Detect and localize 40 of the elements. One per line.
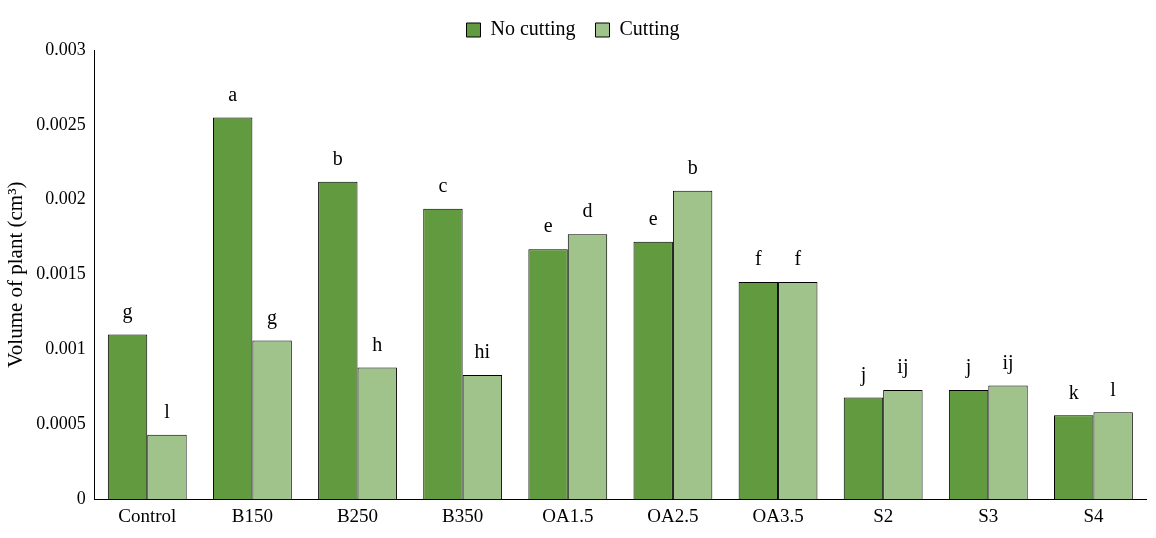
data-label: e (648, 206, 658, 229)
x-tick-label: OA1.5 (542, 504, 594, 526)
data-label: c (438, 173, 448, 196)
data-label: ij (897, 355, 909, 379)
y-tick-label: 0.0025 (36, 113, 86, 134)
data-label: b (332, 147, 343, 170)
y-tick-label: 0.0015 (36, 263, 86, 284)
data-label: e (543, 214, 553, 237)
x-tick-label: S4 (1083, 504, 1104, 526)
data-label: g (122, 299, 133, 323)
data-label: f (755, 247, 762, 270)
legend-label: No cutting (490, 17, 576, 41)
x-tick-label: OA3.5 (752, 504, 804, 526)
data-label: d (582, 199, 593, 222)
data-label: hi (474, 340, 491, 363)
x-tick-label: S3 (978, 504, 999, 526)
x-tick-label: OA2.5 (647, 504, 699, 526)
y-axis-title: Volume of plant (cm³) (3, 181, 28, 368)
data-label: b (687, 156, 698, 178)
x-tick-label: B150 (231, 504, 273, 526)
data-label: f (794, 247, 802, 270)
data-label: h (372, 332, 383, 355)
y-tick-label: 0.002 (45, 188, 86, 209)
legend-label: Cutting (619, 17, 680, 41)
x-tick-label: B250 (336, 504, 379, 526)
data-label: j (964, 355, 972, 379)
x-tick-label: S2 (873, 504, 894, 526)
y-tick-label: 0.003 (45, 38, 86, 59)
x-tick-label: Control (118, 504, 177, 526)
data-label: l (164, 400, 171, 423)
data-label: j (859, 362, 867, 386)
data-label: k (1068, 380, 1079, 403)
x-tick-label: B350 (442, 504, 484, 526)
y-tick-label: 0 (76, 487, 86, 508)
y-tick-label: 0.001 (45, 338, 86, 359)
y-tick-label: 0.0005 (36, 413, 86, 434)
data-label: g (267, 305, 278, 329)
data-label: ij (1002, 350, 1014, 374)
data-label: a (228, 82, 238, 105)
data-label: l (1110, 377, 1117, 400)
